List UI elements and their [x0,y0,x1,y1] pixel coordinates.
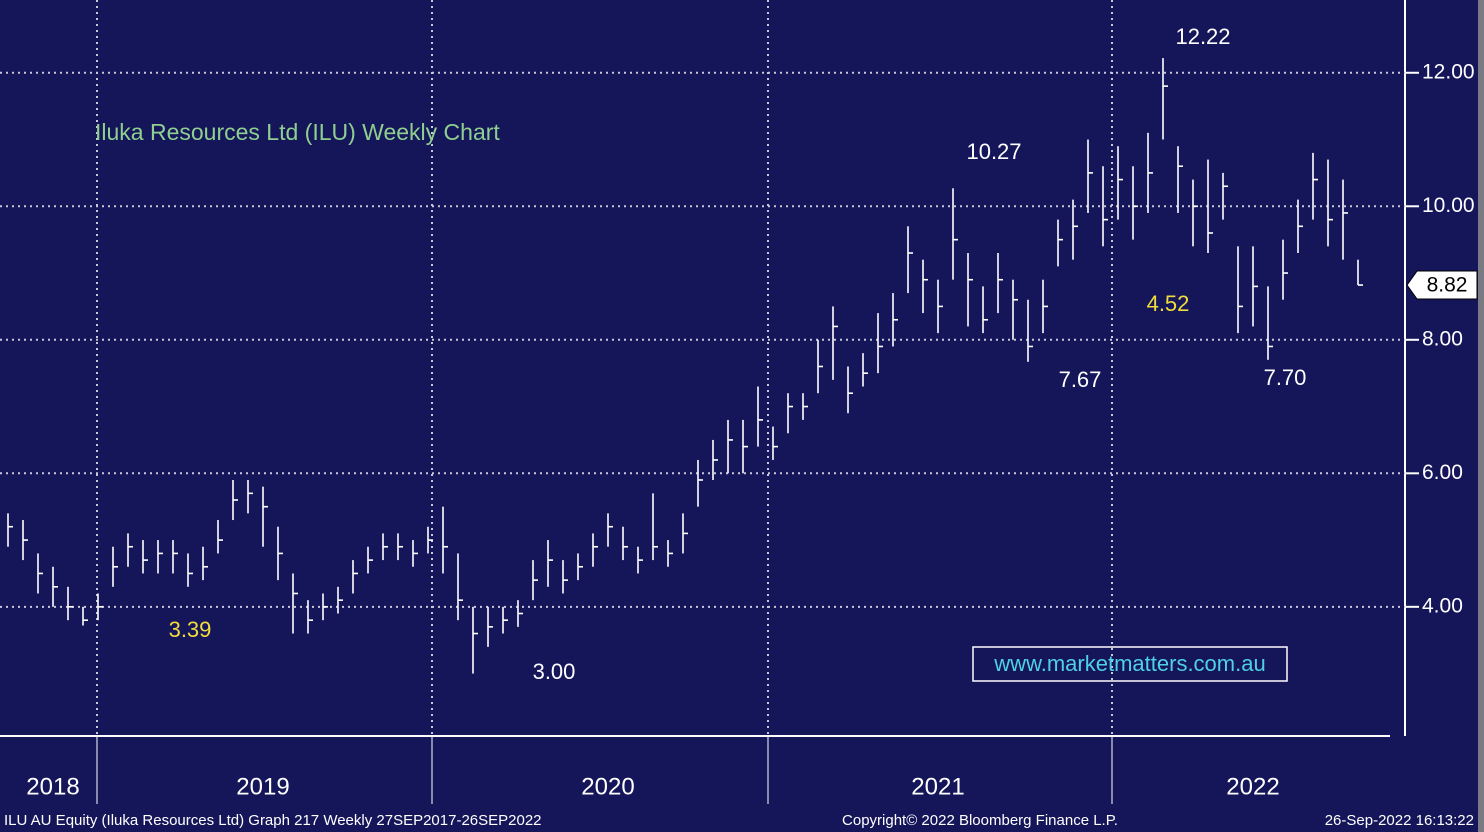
last-price-box [1406,270,1478,300]
annotation: 3.39 [169,617,212,642]
annotation: 7.67 [1059,367,1102,392]
x-tick-label: 2018 [26,773,79,800]
x-tick-label: 2022 [1226,773,1279,800]
annotation: 10.27 [966,139,1021,164]
y-tick-label: 4.00 [1422,594,1463,617]
annotation: 4.52 [1147,291,1190,316]
x-tick-label: 2019 [236,773,289,800]
x-tick-label: 2021 [911,773,964,800]
y-tick-label: 6.00 [1422,461,1463,484]
annotation: 12.22 [1175,24,1230,49]
watermark-box [972,646,1288,682]
y-tick-label: 8.00 [1422,327,1463,350]
y-tick-label: 12.00 [1422,60,1475,83]
footer-center: Copyright© 2022 Bloomberg Finance L.P. [842,812,1118,829]
footer-left: ILU AU Equity (Iluka Resources Ltd) Grap… [4,812,542,829]
x-tick-label: 2020 [581,773,634,800]
chart-title: Iluka Resources Ltd (ILU) Weekly Chart [95,119,500,145]
annotation: 3.00 [533,659,576,684]
watermark: www.marketmatters.com.au [993,651,1265,676]
year-separators [96,0,1113,804]
footer-right: 26-Sep-2022 16:13:22 [1325,812,1474,829]
window-edge [1478,0,1484,832]
annotation: 7.70 [1264,365,1307,390]
y-tick-label: 10.00 [1422,194,1475,217]
last-price-label: 8.82 [1427,274,1468,297]
